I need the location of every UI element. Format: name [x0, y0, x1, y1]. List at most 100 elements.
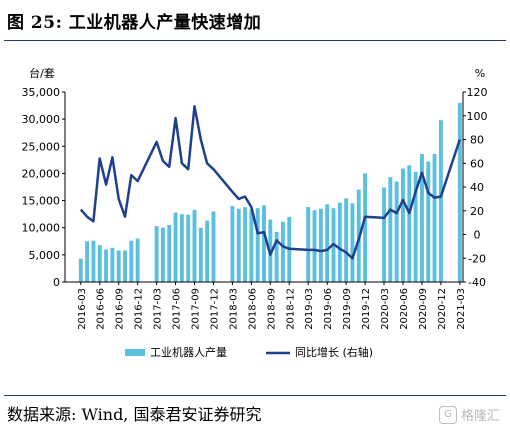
- bar: [255, 208, 260, 282]
- x-tick-label: 2016-03: [77, 288, 88, 330]
- bar: [325, 204, 330, 282]
- x-tick-label: 2016-12: [134, 288, 145, 330]
- bar: [337, 202, 342, 282]
- bar: [438, 120, 443, 282]
- x-tick-label: 2018-12: [285, 288, 296, 330]
- bar: [419, 153, 424, 282]
- bar: [97, 245, 102, 282]
- title-divider: [4, 40, 506, 41]
- bar: [167, 225, 172, 282]
- bar: [249, 209, 254, 282]
- bar: [413, 171, 418, 282]
- bar: [205, 220, 210, 282]
- legend-label-bar: 工业机器人产量: [150, 345, 227, 359]
- x-tick-label: 2016-06: [96, 288, 107, 330]
- x-tick-label: 2019-06: [323, 288, 334, 330]
- y-right-tick-label: 0: [474, 229, 481, 242]
- x-tick-label: 2021-03: [456, 288, 467, 330]
- bar: [110, 247, 115, 282]
- bar: [344, 198, 349, 282]
- x-tick-label: 2017-06: [172, 288, 183, 330]
- bar: [135, 238, 140, 282]
- source-divider: [4, 395, 506, 396]
- bar: [407, 165, 412, 282]
- y-right-tick-label: -20: [468, 252, 486, 265]
- bar: [236, 208, 241, 282]
- bar: [154, 226, 159, 282]
- x-tick-label: 2019-03: [304, 288, 315, 330]
- bar: [426, 161, 431, 282]
- x-tick-label: 2020-03: [380, 288, 391, 330]
- x-tick-label: 2019-12: [361, 288, 372, 330]
- y-right-tick-label: 60: [470, 157, 484, 170]
- y-right-tick-label: 100: [467, 110, 488, 123]
- bar: [211, 211, 216, 282]
- bar: [382, 187, 386, 282]
- chart-title: 图 25: 工业机器人产量快速增加: [7, 13, 262, 33]
- legend-swatch-bar: [125, 349, 145, 356]
- bar: [363, 173, 368, 282]
- x-tick-label: 2018-03: [228, 288, 239, 330]
- bar: [318, 208, 323, 282]
- bar: [104, 249, 109, 282]
- x-tick-label: 2020-12: [437, 288, 448, 330]
- x-tick-label: 2016-09: [115, 288, 126, 330]
- x-tick-label: 2018-09: [266, 288, 277, 330]
- y-right-tick-label: 40: [470, 181, 484, 194]
- chart-legend: 工业机器人产量 同比增长 (右轴): [125, 345, 373, 359]
- legend-label-line: 同比增长 (右轴): [295, 345, 373, 359]
- bar: [85, 241, 90, 282]
- source-note: 数据来源: Wind, 国泰君安证券研究: [7, 405, 262, 424]
- x-tick-label: 2020-09: [418, 288, 429, 330]
- bar: [91, 240, 96, 282]
- y-left-tick-label: 30,000: [22, 113, 61, 126]
- bar: [192, 209, 197, 282]
- bar: [432, 153, 437, 282]
- bar: [179, 214, 184, 282]
- bar: [160, 227, 165, 282]
- y-right-tick-label: -40: [468, 276, 486, 289]
- bar: [78, 258, 83, 282]
- bar: [129, 240, 134, 282]
- y-left-tick-label: 35,000: [22, 86, 61, 99]
- y-right-tick-label: 80: [470, 134, 484, 147]
- y-left-unit: 台/套: [29, 66, 55, 80]
- watermark-text: 格隆汇: [460, 409, 500, 424]
- bar: [401, 168, 405, 282]
- y-right-tick-label: 20: [470, 205, 484, 218]
- y-left-tick-label: 10,000: [22, 222, 61, 235]
- gelonghui-logo-icon: G: [438, 405, 457, 424]
- bar: [262, 205, 266, 282]
- chart-axes: 0 5,000 10,000 15,000 20,000 25,000 30,000 35,0…: [22, 86, 488, 330]
- x-tick-label: 2018-06: [247, 288, 258, 330]
- bar: [306, 207, 311, 282]
- x-tick-label: 2017-12: [209, 288, 220, 330]
- bar: [350, 203, 355, 282]
- bar: [173, 212, 178, 282]
- bar: [394, 181, 399, 282]
- bar: [123, 250, 127, 282]
- bar: [388, 177, 393, 282]
- x-tick-label: 2019-09: [342, 288, 353, 330]
- growth-line: [79, 105, 461, 260]
- bar: [457, 102, 462, 282]
- bar: [274, 232, 279, 282]
- y-left-tick-label: 25,000: [22, 140, 61, 153]
- bar: [186, 214, 191, 282]
- line-series: [79, 105, 461, 260]
- watermark: G 格隆汇: [438, 405, 500, 424]
- y-left-tick-label: 15,000: [22, 195, 61, 208]
- bar: [116, 250, 121, 282]
- bar: [280, 221, 285, 282]
- x-tick-label: 2020-06: [399, 288, 410, 330]
- y-left-tick-label: 0: [53, 276, 60, 289]
- bar: [312, 210, 317, 282]
- bar: [230, 206, 235, 282]
- bar: [198, 227, 203, 282]
- y-right-tick-label: 120: [467, 86, 488, 99]
- y-right-unit: %: [475, 67, 485, 80]
- bar: [243, 207, 248, 282]
- y-left-tick-label: 5,000: [29, 249, 61, 262]
- x-tick-label: 2017-03: [153, 288, 164, 330]
